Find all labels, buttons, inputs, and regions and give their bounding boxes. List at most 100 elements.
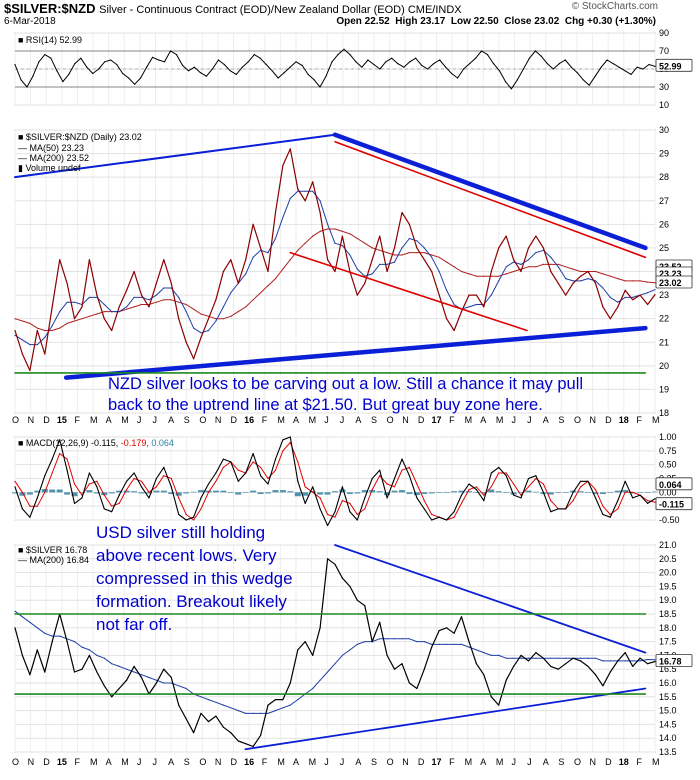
nzd-price-line-point — [617, 306, 619, 308]
macd-signal-line-point — [423, 500, 425, 502]
nzd-price-line-point — [438, 294, 440, 296]
macd-line-point — [163, 466, 165, 468]
nzd-ma200-line-point — [193, 308, 195, 310]
macd-signal-line-point — [468, 489, 470, 491]
rsi-line-point — [26, 86, 28, 88]
usd-ma200-line-point — [438, 643, 440, 646]
x-tick-label: N — [215, 415, 222, 425]
macd-histogram-bar — [212, 490, 219, 493]
macd-histogram-bar — [436, 492, 443, 493]
y-tick-label: 18.0 — [659, 623, 677, 633]
usd-ma200-line-point — [200, 696, 202, 698]
rsi-line-point — [403, 66, 405, 68]
usd-price-line-point — [126, 679, 128, 681]
usd-ma200-line-point — [647, 658, 649, 661]
x-tick-label: O — [12, 415, 19, 425]
macd-signal-line-point — [260, 466, 262, 468]
nzd-ma200-line-point — [572, 268, 574, 270]
macd-signal-line-point — [483, 494, 485, 496]
nzd-ma50-line-point — [29, 344, 31, 346]
nzd-price-line-point — [88, 259, 90, 261]
nzd-ma50-line-point — [267, 252, 269, 254]
nzd-ma200-line-point — [349, 233, 351, 235]
usd-price-line-point — [312, 654, 314, 657]
usd-ma200-line-point — [260, 712, 262, 715]
macd-hist-last-label: 0.064 — [659, 480, 682, 490]
macd-line-point — [140, 486, 143, 488]
nzd-ma200-line-point — [252, 299, 254, 301]
usd-ma200-line-point — [170, 682, 172, 684]
macd-histogram-bar — [26, 492, 33, 495]
rsi-line-point — [247, 61, 249, 63]
nzd-ma200-line-point — [580, 270, 582, 273]
macd-signal-line-point — [431, 513, 433, 516]
macd-line-point — [282, 439, 284, 441]
nzd-ma200-line-point — [341, 230, 343, 232]
x-tick-label: S — [371, 415, 377, 425]
nzd-ma200-line-point — [29, 322, 31, 324]
nzd-price-line-point — [654, 294, 656, 296]
usd-ma200-line-point — [431, 643, 433, 646]
rsi-line-point — [32, 75, 34, 77]
nzd-price-line-point — [111, 329, 113, 332]
nzd-price-line-point — [245, 259, 247, 261]
usd-ma200-line-point — [81, 646, 83, 648]
macd-line-point — [423, 508, 425, 510]
usd-ma200-line-point — [498, 654, 500, 657]
macd-line-point — [88, 472, 90, 474]
y-tick-label: 20 — [659, 361, 669, 371]
nzd-price-line-point — [401, 211, 403, 214]
nzd-price-line-point — [59, 259, 61, 261]
nzd-price-line-point — [356, 294, 358, 296]
macd-line-point — [14, 486, 16, 488]
macd-line-point — [304, 502, 306, 504]
x-tick-label: D — [43, 415, 50, 425]
nzd-ma50-line-point — [66, 301, 68, 303]
nzd-ma50-line-point — [44, 336, 46, 339]
macd-line-point — [73, 502, 76, 504]
x-tick-label: M — [277, 757, 285, 767]
date-label: 6-Mar-2018 — [4, 16, 56, 27]
macd-histogram-bar — [413, 492, 420, 496]
rsi-line-point — [50, 57, 52, 59]
nzd-ma200-line-point — [66, 322, 68, 324]
rsi-line-point — [181, 64, 184, 66]
usd-ma200-line-point — [423, 641, 425, 643]
y-tick-label: 0.00 — [659, 487, 677, 497]
y-tick-label: 29 — [659, 149, 669, 159]
nzd-legend-price: ■ $SILVER:$NZD (Daily) 23.02 — [18, 132, 142, 142]
macd-histogram-bar — [369, 490, 376, 493]
nzd-ma200-line-point — [222, 318, 224, 320]
x-tick-label: A — [480, 757, 486, 767]
rsi-line-point — [343, 48, 345, 50]
macd-histogram-bar — [153, 490, 160, 493]
rsi-line-point — [169, 50, 172, 52]
macd-histogram-bar — [160, 490, 167, 493]
nzd-ma50-line-point — [572, 280, 574, 282]
macd-line-point — [133, 472, 135, 474]
rsi-line-point — [624, 70, 626, 72]
rsi-line-point — [540, 55, 543, 58]
macd-signal-line-point — [73, 483, 76, 485]
macd-line-point — [639, 494, 641, 496]
nzd-ma200-line-point — [133, 306, 135, 308]
nzd-annotation-line: back to the uptrend line at $21.50. But … — [108, 396, 543, 414]
macd-line-point — [446, 519, 448, 521]
macd-line-point — [408, 475, 410, 477]
nzd-ma200-line-point — [498, 275, 500, 277]
nzd-ma200-line-point — [267, 285, 269, 287]
x-tick-label: 16 — [244, 415, 254, 425]
usd-price-line-point — [170, 676, 172, 679]
rsi-line-point — [606, 59, 608, 61]
nzd-ma50-line-point — [193, 327, 195, 329]
usd-price-line-point — [594, 674, 597, 676]
x-tick-label: M — [496, 757, 504, 767]
macd-signal-line-point — [297, 461, 299, 463]
nzd-price-line-point — [550, 270, 552, 273]
macd-signal-line-point — [14, 480, 16, 482]
macd-line-point — [550, 511, 552, 513]
x-tick-label: N — [590, 757, 597, 767]
x-tick-label: A — [168, 415, 174, 425]
nzd-ma50-line-point — [334, 242, 336, 244]
rsi-line-point — [104, 61, 106, 63]
